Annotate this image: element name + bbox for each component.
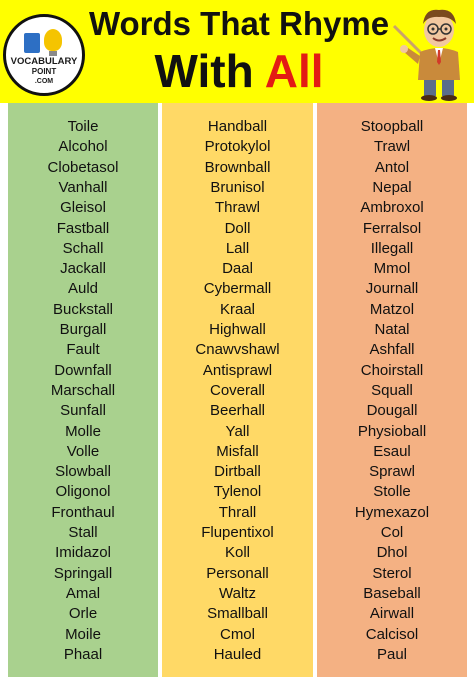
rhyme-word: Personall (206, 564, 269, 582)
page-title-line1: Words That Rhyme (88, 5, 390, 42)
rhyme-word: Cmol (219, 625, 255, 643)
rhyme-word: Downfall (54, 361, 112, 379)
rhyme-word: Misfall (216, 442, 259, 460)
rhyme-word: Handball (207, 118, 268, 135)
rhyme-word: Journall (365, 280, 419, 298)
rhyme-word: Dhol (376, 544, 408, 562)
word-column-1: Toile Alcohol Clobetasol Vanhall Gleisol Fast… (8, 103, 158, 677)
rhyme-word: Daal (222, 260, 253, 278)
rhyme-word: Buckstall (52, 300, 114, 318)
rhyme-word: Stall (68, 524, 98, 541)
logo-wordmark: VOCABULARY POINT .COM (6, 57, 82, 87)
rhyme-word: Waltz (219, 584, 256, 602)
rhyme-word: Coverall (209, 381, 266, 399)
rhyme-word: Fastball (56, 219, 110, 237)
rhyme-word: Phaal (63, 645, 103, 663)
logo-text-line2: POINT (31, 67, 57, 76)
rhyme-word: Slowball (55, 463, 111, 481)
rhyme-word: Volle (66, 442, 100, 460)
rhyme-word: Ambroxol (360, 199, 424, 217)
rhyme-word: Thrall (218, 503, 257, 521)
rhyme-word: Ashfall (369, 341, 415, 359)
rhyme-word: Sprawl (369, 463, 415, 481)
rhyme-word: Col (380, 524, 404, 541)
rhyme-word: Moile (65, 625, 101, 643)
rhyme-word: Doll (224, 219, 251, 237)
rhyme-word: Koll (224, 544, 250, 562)
rhyme-word: Brownball (204, 158, 271, 176)
rhyme-word: Toile (67, 118, 99, 135)
rhyme-word: Esaul (373, 442, 411, 460)
rhyme-word: Springall (53, 564, 113, 582)
rhyme-word: Auld (67, 280, 99, 298)
rhyme-word: Tylenol (213, 483, 262, 501)
rhyme-word: Airwall (369, 605, 415, 623)
rhyme-word: Jackall (60, 260, 106, 278)
rhyme-word: Fronthaul (51, 503, 115, 521)
rhyme-word: Mmol (373, 260, 411, 278)
teacher-illustration (392, 9, 460, 101)
page-title-word-all: All (264, 45, 324, 97)
lightbulb-icon (44, 29, 62, 56)
rhyme-word: Antisprawl (202, 361, 273, 379)
rhyme-word: Flupentixol (201, 524, 274, 541)
word-column-3: Stoopball Trawl Antol Nepal Ambroxol Ferralso… (317, 103, 467, 677)
logo-text-line1: VOCABULARY (10, 56, 78, 67)
rhyme-word: Squall (371, 381, 413, 399)
vocabulary-point-logo[interactable]: VOCABULARY POINT .COM (3, 14, 85, 96)
title-banner: VOCABULARY POINT .COM Words That Rhyme W… (0, 0, 474, 103)
rhyme-word: Vanhall (58, 178, 108, 196)
rhyme-word: Sunfall (60, 402, 106, 420)
page-title-word-with: With (154, 45, 254, 97)
rhyme-word: Brunisol (210, 178, 265, 196)
rhyme-word: Fault (66, 341, 100, 359)
rhyme-word: Matzol (369, 300, 415, 318)
book-icon (24, 33, 40, 53)
rhyme-word: Illegall (370, 239, 414, 257)
rhyme-word: Cybermall (203, 280, 272, 298)
rhyme-word: Orle (68, 605, 98, 623)
rhyme-word: Schall (62, 239, 104, 257)
word-column-2: Handball Protokylol Brownball Brunisol Thraw… (162, 103, 313, 677)
rhyme-word: Trawl (373, 138, 411, 156)
rhyme-word: Dirtball (214, 463, 261, 481)
rhyme-word: Yall (225, 422, 250, 440)
rhyme-word: Antol (374, 158, 410, 176)
rhyme-word: Sterol (372, 564, 412, 582)
page-title-line2: With All (84, 44, 394, 98)
rhyme-word: Imidazol (55, 544, 111, 562)
rhyme-word: Thrawl (214, 199, 260, 217)
rhyme-word: Calcisol (365, 625, 419, 643)
rhyme-word: Hymexazol (354, 503, 430, 521)
rhyme-word: Protokylol (204, 138, 271, 156)
rhyme-word: Cnawvshawl (195, 341, 280, 359)
rhyme-word: Dougall (366, 402, 418, 420)
rhyme-word: Alcohol (58, 138, 108, 156)
rhyme-word: Hauled (213, 645, 262, 663)
rhyme-word: Nepal (372, 178, 412, 196)
rhyme-word: Physioball (357, 422, 427, 440)
rhyme-word: Molle (65, 422, 101, 440)
logo-text-line3: .COM (34, 78, 54, 85)
rhyme-word: Clobetasol (47, 158, 119, 176)
rhyme-word: Beerhall (209, 402, 266, 420)
rhyme-word: Choirstall (360, 361, 424, 379)
rhyme-word: Smallball (207, 605, 268, 623)
rhyme-word: Gleisol (60, 199, 106, 217)
rhyme-word: Highwall (209, 321, 266, 338)
rhyme-word: Kraal (219, 300, 256, 318)
rhyme-word: Oligonol (55, 483, 111, 501)
rhyme-word: Natal (374, 321, 410, 338)
rhyme-word: Marschall (50, 381, 116, 399)
rhyme-word: Amal (65, 584, 101, 602)
rhyme-word: Lall (225, 239, 250, 257)
rhyme-word: Stoopball (360, 118, 424, 135)
rhyme-word: Ferralsol (362, 219, 422, 237)
rhyme-word: Stolle (373, 483, 411, 501)
rhyme-word: Burgall (59, 321, 107, 338)
rhyme-word: Paul (376, 645, 408, 663)
rhyme-word: Baseball (363, 584, 421, 602)
